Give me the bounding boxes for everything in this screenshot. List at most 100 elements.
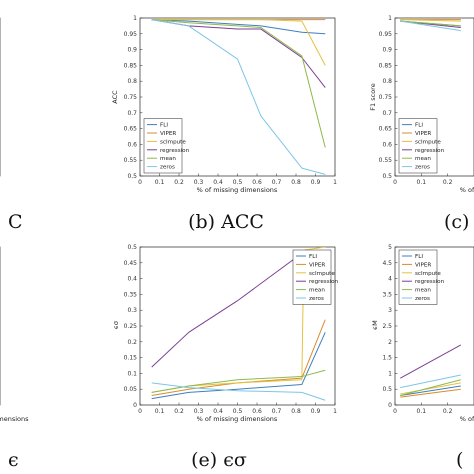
y-tick-label: 0.25 (124, 323, 138, 330)
y-tick-label: 4.5 (382, 260, 392, 267)
panel-caption: (e) ϵσ (191, 449, 247, 471)
legend-entry: mean (160, 156, 176, 162)
series-line-viper (400, 388, 461, 398)
legend: FLI VIPER scImpute regression mean zeros (398, 249, 445, 305)
x-axis-label: % of (460, 415, 474, 423)
x-axis-label: dimensions (0, 415, 29, 423)
series-line-fli (400, 385, 461, 397)
x-tick-label: 0.1 (155, 179, 165, 186)
x-tick-label: 0.5 (233, 179, 243, 186)
legend-entry: VIPER (309, 262, 325, 268)
y-tick-label: 0.5 (127, 244, 137, 251)
panel-caption: ( (456, 449, 463, 471)
y-tick-label: 0 (388, 402, 392, 409)
series-line-zeros (400, 374, 461, 389)
legend-entry: VIPER (160, 131, 176, 137)
panel-a: C (0, 17, 23, 233)
panel-caption: ϵ (8, 449, 19, 471)
y-tick-label: 0.35 (124, 291, 138, 298)
y-axis-label: F1 score (369, 83, 377, 110)
y-tick-label: 0.5 (382, 386, 392, 393)
legend-entry: mean (415, 288, 431, 294)
x-tick-label: 0.8 (291, 408, 301, 415)
legend-entry: FLI (415, 254, 423, 260)
legend-box (292, 249, 332, 305)
x-tick-label: 0.9 (311, 408, 321, 415)
y-tick-label: 2.5 (382, 323, 392, 330)
x-tick-label: 0 (138, 179, 142, 186)
y-tick-label: 0.6 (382, 141, 392, 148)
panel-caption: (c) (444, 211, 469, 233)
panel-caption: C (8, 211, 23, 233)
series-line-viper (151, 319, 326, 397)
x-tick-label: 0.3 (194, 408, 204, 415)
x-tick-label: 0 (393, 408, 397, 415)
panel-b: 0 0.1 0.2 0.3 0.4 0.5 0.6 0.7 0.8 0.9 1 0.5 0.55 0.6 0… (111, 15, 337, 233)
panel-caption: (b) ACC (188, 211, 264, 233)
series-line-zeros (151, 19, 326, 175)
legend-box (143, 118, 183, 174)
y-axis-label: ϵσ (112, 321, 120, 329)
x-tick-label: 0.1 (417, 408, 427, 415)
series-line-mean (400, 20, 461, 27)
y-tick-label: 0.55 (124, 157, 138, 164)
y-tick-label: 0.95 (124, 31, 138, 38)
x-tick-label: 0.7 (272, 179, 282, 186)
y-tick-label: 4 (388, 276, 392, 283)
legend-entry: FLI (415, 123, 423, 129)
y-tick-label: 0.75 (124, 94, 138, 101)
y-tick-label: 0.55 (379, 157, 393, 164)
legend-entry: scImpute (309, 271, 335, 277)
series-line-zeros (151, 382, 326, 401)
y-tick-label: 0.5 (127, 173, 137, 180)
series-line-regression (400, 344, 462, 379)
panel-d: dimensions ϵ (0, 246, 29, 471)
x-tick-label: 0.7 (272, 408, 282, 415)
series-line-scimpute (400, 19, 461, 22)
y-tick-label: 0 (133, 402, 137, 409)
y-tick-label: 0.8 (382, 78, 392, 85)
x-axis-label: % of missing dimensions (197, 186, 278, 194)
x-tick-label: 0 (393, 179, 397, 186)
legend-entry: mean (309, 288, 325, 294)
legend: FLI VIPER scImpute regression mean zeros (398, 118, 445, 174)
legend-box (398, 118, 438, 174)
x-tick-label: 0.1 (417, 179, 427, 186)
x-tick-label: 0.4 (213, 179, 223, 186)
y-tick-label: 0.7 (127, 110, 137, 117)
series-line-fli (151, 19, 326, 35)
legend-entry: FLI (309, 254, 317, 260)
y-tick-label: 0.2 (127, 339, 137, 346)
legend-entry: regression (415, 148, 445, 154)
y-tick-label: 0.6 (127, 141, 137, 148)
y-tick-label: 0.95 (379, 31, 393, 38)
y-tick-label: 0.5 (382, 173, 392, 180)
x-tick-label: 0 (138, 408, 142, 415)
x-tick-label: 0.2 (174, 179, 184, 186)
y-tick-label: 0.65 (379, 126, 393, 133)
y-tick-label: 0.3 (127, 307, 137, 314)
x-tick-label: 0.1 (155, 408, 165, 415)
panel-e: 0 0.1 0.2 0.3 0.4 0.5 0.6 0.7 0.8 0.9 1 0 0.05 0.1 0.1… (112, 244, 339, 471)
x-tick-label: 0.6 (252, 179, 262, 186)
legend-entry: zeros (415, 296, 430, 302)
series-line-mean (400, 379, 461, 397)
x-tick-label: 0.9 (311, 179, 321, 186)
panel-c: 0 0.1 0.2 0.5 0.55 0.6 0.65 0.7 0.75 0.8 0.85 0.9 0.… (369, 15, 474, 233)
y-tick-label: 3 (388, 307, 392, 314)
y-tick-label: 0.4 (127, 276, 137, 283)
series-line-fli (151, 332, 326, 400)
y-tick-label: 0.8 (127, 78, 137, 85)
legend-entry: zeros (309, 296, 324, 302)
y-tick-label: 3.5 (382, 291, 392, 298)
x-tick-label: 0.8 (291, 179, 301, 186)
y-tick-label: 2 (388, 339, 392, 346)
legend-box (398, 249, 438, 305)
y-tick-label: 0.9 (127, 47, 137, 54)
y-tick-label: 0.45 (124, 260, 138, 267)
x-tick-label: 0.2 (443, 179, 453, 186)
legend-entry: zeros (415, 165, 430, 171)
x-tick-label: 0.4 (213, 408, 223, 415)
y-tick-label: 0.85 (379, 62, 393, 69)
